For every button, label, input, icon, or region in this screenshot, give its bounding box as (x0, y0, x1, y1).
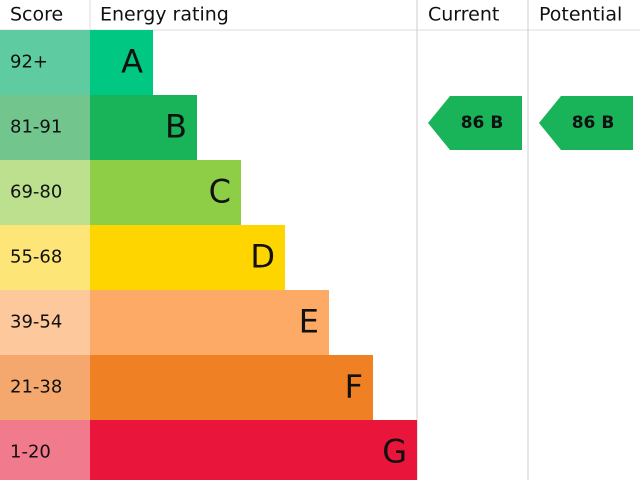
header-rating: Energy rating (100, 4, 229, 26)
potential-label: 86 B (572, 113, 615, 133)
current-value: 86 (461, 113, 485, 133)
rating-letter: D (250, 238, 275, 276)
score-label: 21-38 (10, 377, 62, 398)
rating-letter: E (299, 303, 319, 341)
header-score: Score (10, 4, 63, 26)
current-rating: B (490, 113, 503, 133)
score-label: 39-54 (10, 312, 62, 333)
rating-bar (90, 355, 373, 420)
rating-letter: C (209, 173, 231, 211)
rating-bar (90, 420, 417, 480)
score-cell (0, 290, 90, 355)
rating-bar (90, 160, 241, 225)
score-label: 92+ (10, 52, 48, 73)
rating-letter: A (121, 43, 143, 81)
rating-letter: G (382, 433, 407, 471)
score-cell (0, 420, 90, 480)
score-label: 55-68 (10, 247, 62, 268)
score-label: 81-91 (10, 117, 62, 138)
rating-letter: F (345, 368, 363, 406)
rating-bar (90, 225, 285, 290)
potential-rating: B (601, 113, 614, 133)
score-cell (0, 160, 90, 225)
header-potential: Potential (539, 4, 622, 26)
header-current: Current (428, 4, 499, 26)
potential-value: 86 (572, 113, 596, 133)
potential-arrow (539, 96, 633, 150)
current-label: 86 B (461, 113, 504, 133)
score-cell (0, 355, 90, 420)
rating-bar (90, 30, 153, 95)
rating-letter: B (165, 108, 187, 146)
score-cell (0, 95, 90, 160)
score-label: 1-20 (10, 442, 51, 463)
rating-bar (90, 95, 197, 160)
current-arrow (428, 96, 522, 150)
score-cell (0, 225, 90, 290)
score-label: 69-80 (10, 182, 62, 203)
rating-bar (90, 290, 329, 355)
score-cell (0, 30, 90, 95)
